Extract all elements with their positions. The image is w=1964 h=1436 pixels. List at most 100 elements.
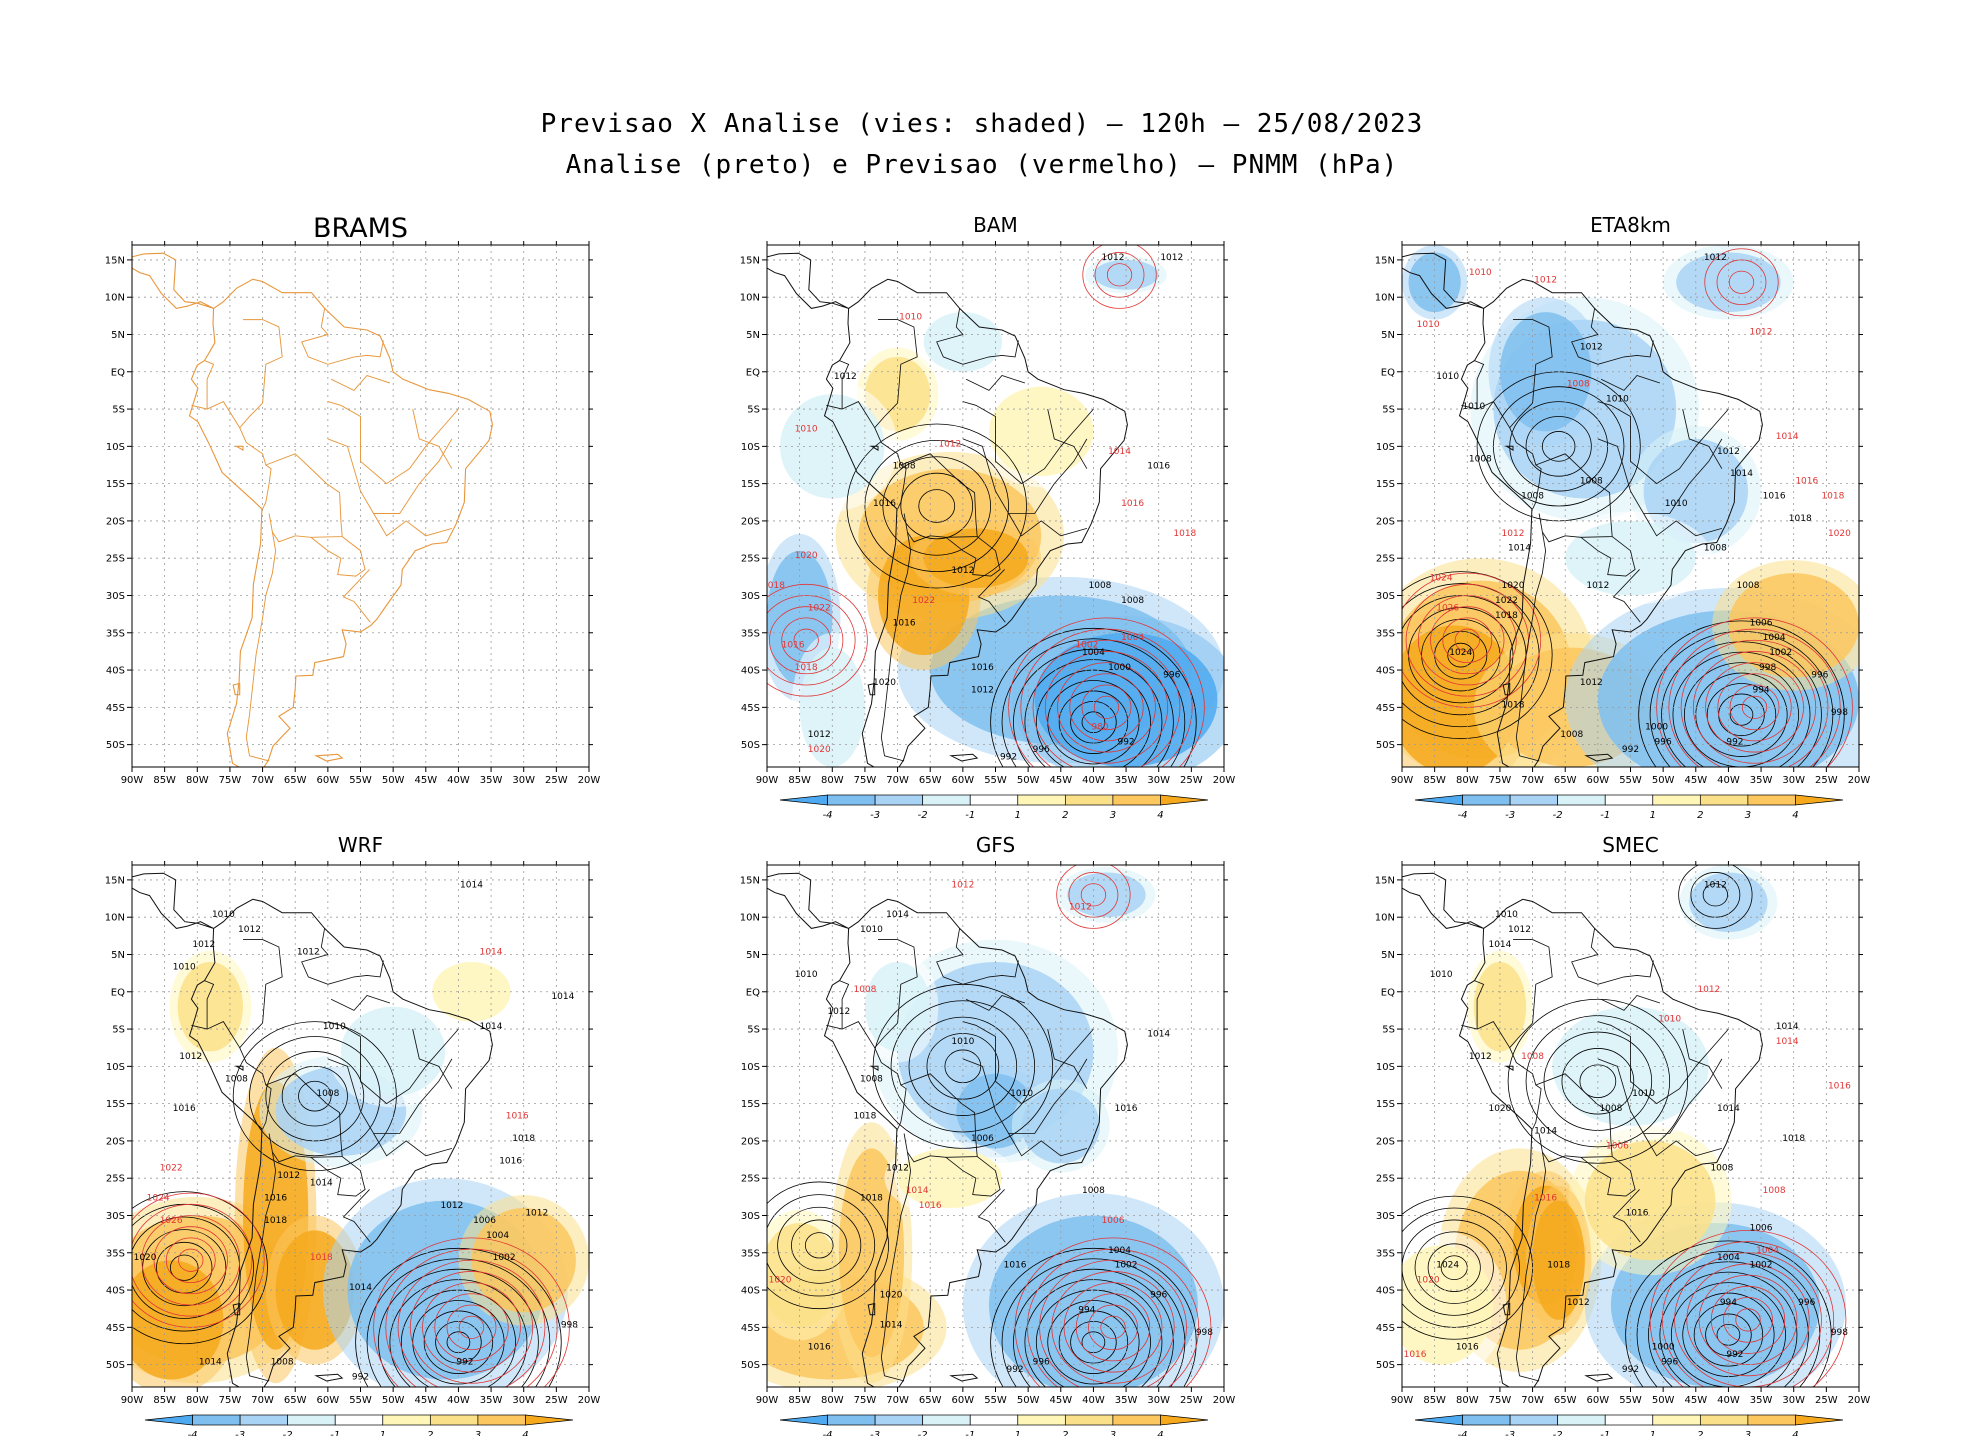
- isobar-labels: 1012 1010 1012 1014 1012 1010 1010 1014 1014 1012…: [1404, 880, 1852, 1375]
- lat-tick-label: 45S: [741, 1323, 760, 1334]
- axis-ticks: 15N 10N 5N EQ 5S 10S 15S 20S 25S 30S 35S 40S 45S 50S 9…: [105, 861, 600, 1406]
- forecast-isobar: [1081, 684, 1132, 731]
- analysis-isobar: [1625, 1240, 1832, 1387]
- lon-tick-label: 90W: [121, 1395, 144, 1406]
- lon-tick-label: 20W: [578, 775, 601, 786]
- caribbean-coastline: [800, 200, 868, 224]
- colorbar-label: -2: [283, 1430, 293, 1436]
- forecast-isobar: [1100, 1315, 1126, 1339]
- colorbar-arrow-left: [779, 794, 828, 806]
- bias-area: [989, 1215, 1198, 1387]
- analysis-isobar: [1525, 416, 1592, 477]
- isobar-label: 1014: [1534, 1126, 1557, 1136]
- bias-area: [471, 1208, 576, 1313]
- country-border-12: [1682, 1029, 1723, 1089]
- colorbar-bin: [192, 1414, 241, 1426]
- lat-tick-label: 5N: [746, 330, 760, 341]
- lon-tick-label: 30W: [512, 775, 535, 786]
- map-background: [132, 245, 589, 767]
- forecast-isobar: [793, 628, 819, 652]
- analysis-isobar: [378, 1268, 539, 1387]
- lat-tick-label: 45S: [106, 703, 125, 714]
- colorbar-label: -4: [1458, 1430, 1468, 1436]
- lat-tick-label: 5N: [111, 330, 125, 341]
- forecast-isobar: [132, 1192, 265, 1328]
- island-1: [314, 1373, 344, 1382]
- axis-ticks: 15N 10N 5N EQ 5S 10S 15S 20S 25S 30S 35S 40S 45S 50S 9…: [740, 241, 1235, 786]
- lon-tick-label: 75W: [1489, 1395, 1512, 1406]
- isobar-label: 1008: [1560, 730, 1583, 740]
- bias-area: [1021, 1088, 1100, 1164]
- lon-tick-label: 30W: [1782, 775, 1805, 786]
- south-america-coastline: [188, 898, 493, 1387]
- lat-tick-label: 35S: [741, 1248, 760, 1259]
- lon-tick-label: 45W: [1684, 1395, 1707, 1406]
- panel-title: BRAMS: [313, 213, 408, 244]
- colorbar-bin: [1112, 794, 1161, 806]
- country-border-12: [1047, 1029, 1088, 1089]
- forecast-isobar: [1057, 662, 1156, 753]
- country-border-9: [327, 401, 459, 485]
- lat-tick-label: 15S: [1376, 1099, 1395, 1110]
- island-0: [234, 445, 244, 452]
- lon-tick-label: 60W: [952, 775, 975, 786]
- country-border-2: [239, 402, 272, 510]
- country-border-5: [1535, 1073, 1613, 1163]
- analysis-isobar: [791, 1219, 848, 1272]
- colorbar-bin: [969, 794, 1019, 806]
- island-2: [867, 682, 876, 696]
- country-border-5: [1535, 453, 1613, 543]
- isobar-label: 1014: [1730, 469, 1753, 479]
- lon-tick-label: 85W: [788, 775, 811, 786]
- lon-tick-label: 65W: [1554, 1395, 1577, 1406]
- central-america-coastline: [767, 252, 849, 309]
- forecast-isobar: [769, 606, 844, 675]
- forecast-isobar: [1649, 1230, 1847, 1387]
- lon-tick-label: 80W: [1456, 1395, 1479, 1406]
- analysis-isobar: [1402, 571, 1553, 740]
- isobar-label: 1014: [1508, 544, 1531, 554]
- lat-tick-label: 35S: [1376, 1248, 1395, 1259]
- central-america-coastline: [1402, 872, 1484, 929]
- country-border-2: [1509, 1022, 1542, 1130]
- forecast-isobar: [397, 1259, 546, 1387]
- colorbar-arrow-right: [1795, 794, 1844, 806]
- lon-tick-label: 85W: [153, 1395, 176, 1406]
- analysis-isobar: [990, 1247, 1197, 1387]
- isobar-labels: 1012 1012 1010 1010 1012 1012 1010 1008 1010 1010…: [1417, 253, 1851, 755]
- central-america-coastline: [132, 872, 214, 929]
- isobar-label: 1026: [160, 1216, 183, 1226]
- country-border-1: [301, 308, 384, 365]
- lat-tick-label: 15N: [105, 255, 125, 266]
- lat-tick-label: EQ: [746, 987, 760, 998]
- lat-tick-label: EQ: [111, 367, 125, 378]
- isobar-label: 1002: [1769, 648, 1792, 658]
- colorbar-bin: [922, 1414, 971, 1426]
- colorbar-bin: [1064, 794, 1114, 806]
- title-line-2: Analise (preto) e Previsao (vermelho) — …: [565, 150, 1399, 180]
- colorbar-bin: [1652, 1414, 1701, 1426]
- lon-tick-label: 50W: [1652, 1395, 1675, 1406]
- lon-tick-label: 70W: [1521, 775, 1544, 786]
- isobar-label: 1018: [860, 1194, 883, 1204]
- forecast-isobar: [141, 1215, 241, 1306]
- isobar-label: 1018: [310, 1253, 333, 1263]
- isobar-label: 1012: [1697, 985, 1720, 995]
- isobar-label: 1014: [1147, 1030, 1170, 1040]
- colorbar-label: 2: [1062, 810, 1068, 821]
- isobar-label: 1012: [1069, 903, 1092, 913]
- forecast-isobar: [446, 1304, 497, 1351]
- title-line-1: Previsao X Analise (vies: shaded) — 120h…: [540, 109, 1424, 139]
- map-body: [132, 245, 589, 767]
- panel-gfs: GFS 1012 1012 1014 1010 1010 1008 1012 1014 1010 1…: [725, 830, 1325, 1436]
- isobar-label: 996: [1163, 671, 1180, 681]
- island-0: [1504, 1065, 1514, 1071]
- isobar-label: 1016: [1626, 1208, 1649, 1218]
- caribbean-coastline: [1435, 820, 1503, 844]
- caribbean-coastline: [800, 820, 868, 844]
- lon-tick-label: 65W: [919, 1395, 942, 1406]
- lon-tick-label: 80W: [1456, 775, 1479, 786]
- isobar-label: 1004: [1763, 633, 1786, 643]
- country-border-9: [327, 1021, 459, 1105]
